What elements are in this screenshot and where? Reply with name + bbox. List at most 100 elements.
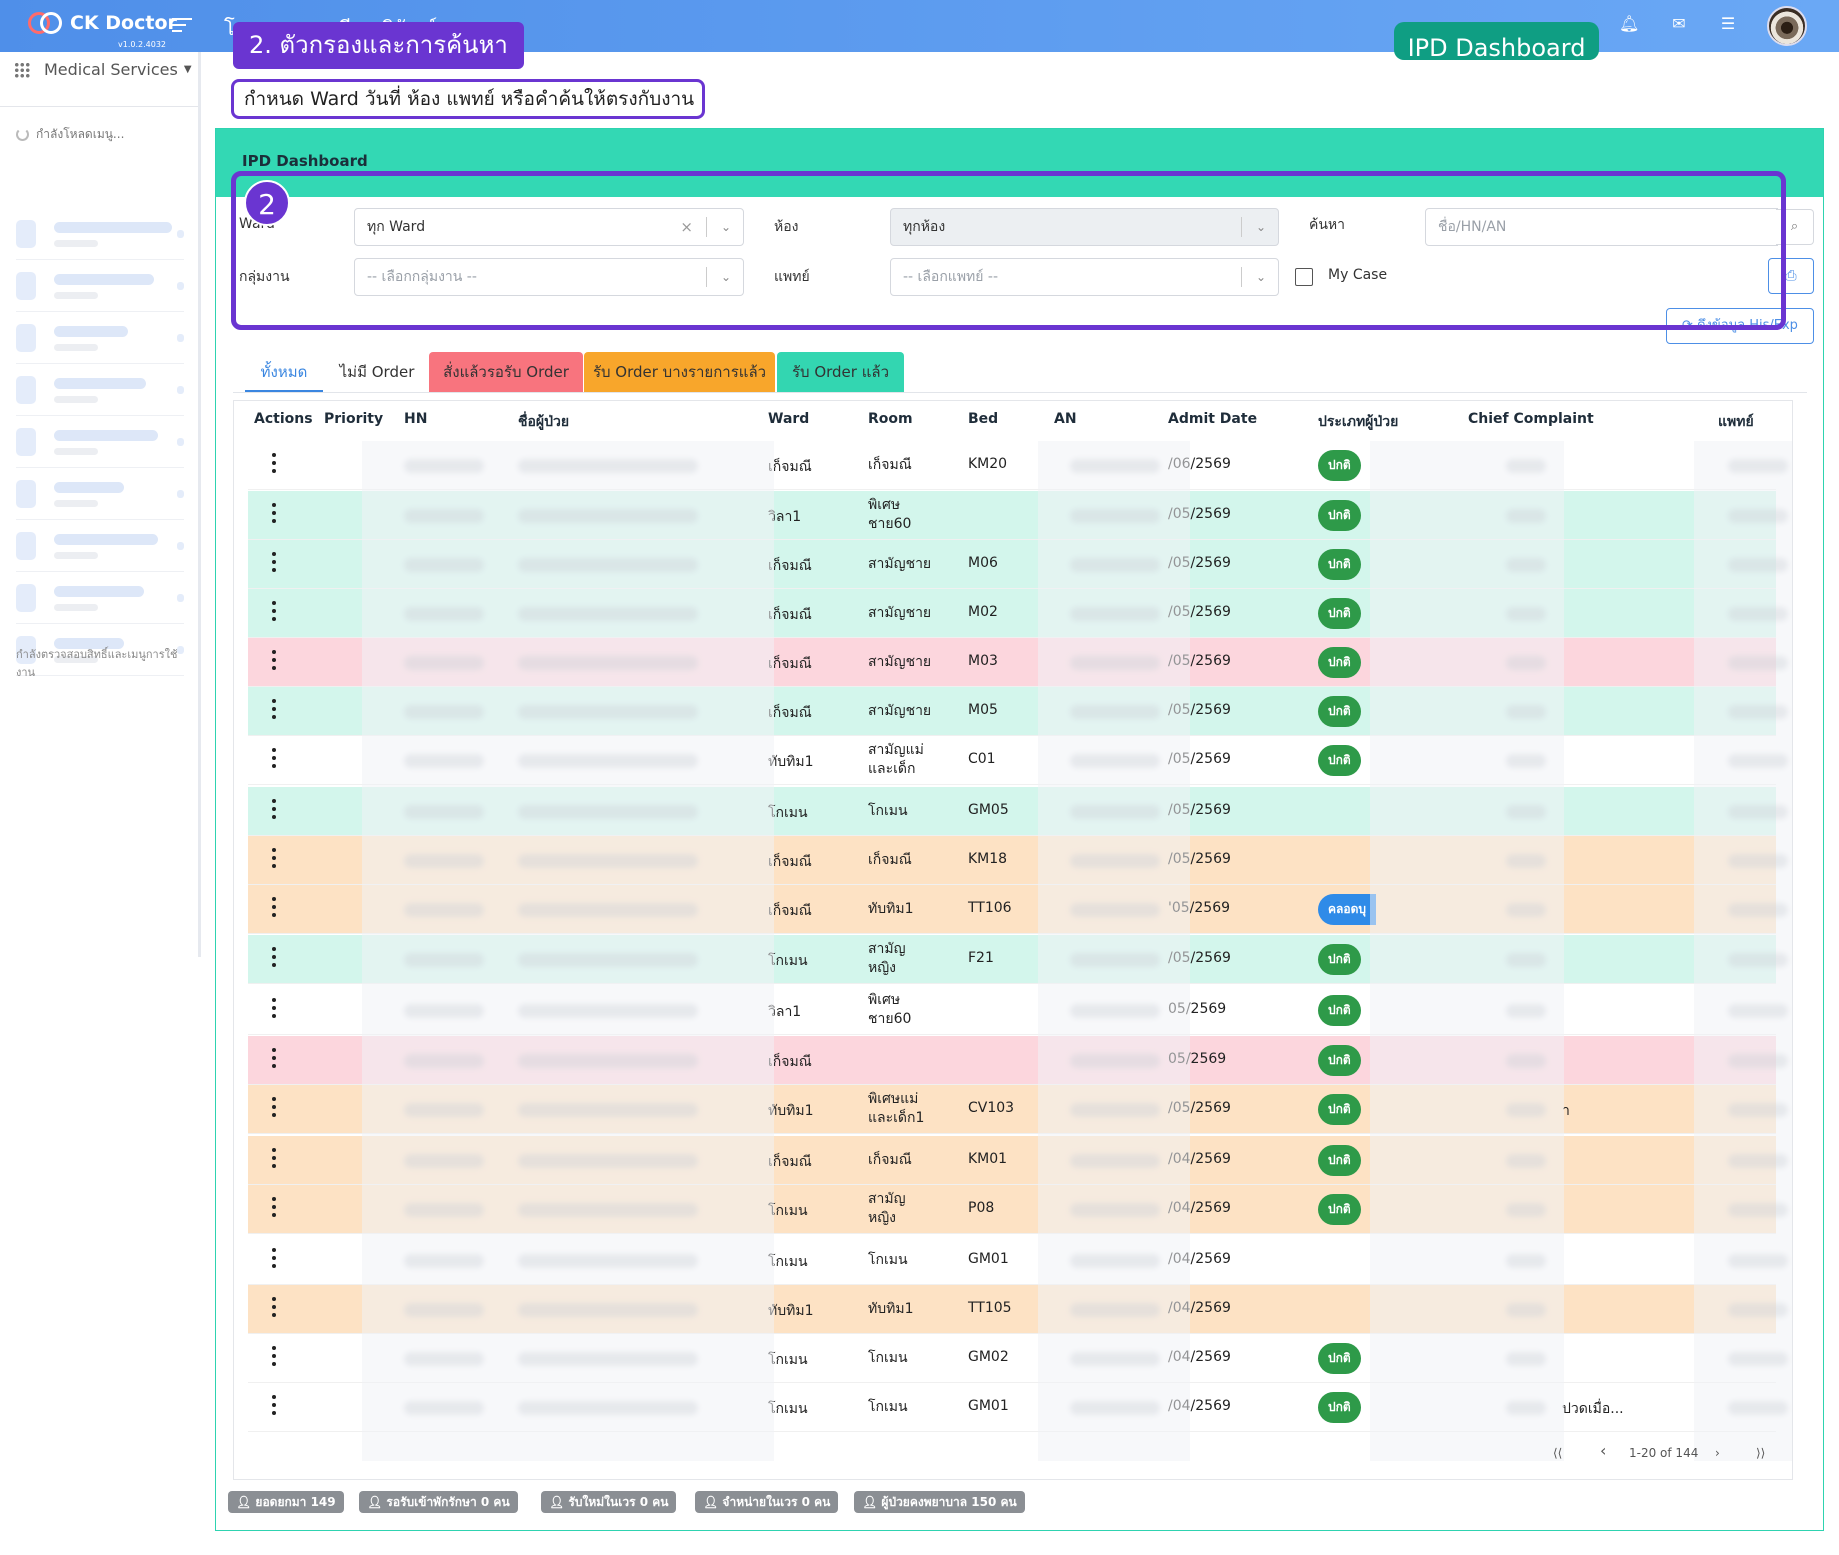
caret-down-icon: ▼: [183, 64, 192, 75]
skeleton-line: [54, 274, 154, 285]
search-label: ค้นหา: [1309, 217, 1346, 233]
ward-cell: เก็จมณี: [768, 656, 812, 672]
menu-skeleton-item: [16, 520, 184, 572]
more-actions-icon[interactable]: [272, 1395, 276, 1419]
doctor-select[interactable]: -- เลือกแพทย์ -- ⌄: [890, 258, 1279, 296]
more-actions-icon[interactable]: [272, 601, 276, 625]
tab-4[interactable]: รับ Order บางรายการแล้ว: [584, 352, 775, 392]
doctor-label: แพทย์: [774, 269, 810, 285]
status-chip-label: ผู้ป่วยคงพยาบาล 150 คน: [881, 1495, 1017, 1509]
ward-cell: ทับทิม1: [768, 1303, 814, 1319]
more-actions-icon[interactable]: [272, 1197, 276, 1221]
app-logo[interactable]: CK Doctor: [28, 12, 177, 34]
user-icon: 👤︎: [236, 1495, 256, 1509]
annotation-subtitle: กำหนด Ward วันที่ ห้อง แพทย์ หรือคำค้นให…: [231, 79, 705, 119]
chief-complaint-cell: ปวดเมื่อ...: [1562, 1401, 1624, 1417]
tab-3[interactable]: สั่งแล้วรอรับ Order: [429, 352, 583, 392]
user-avatar[interactable]: [1767, 6, 1807, 46]
chevron-down-icon: ⌄: [1255, 270, 1266, 284]
bell-icon[interactable]: 🔔︎: [1619, 14, 1640, 33]
more-actions-icon[interactable]: [272, 947, 276, 971]
more-actions-icon[interactable]: [272, 650, 276, 674]
user-icon: 👤︎: [549, 1495, 569, 1509]
more-actions-icon[interactable]: [272, 897, 276, 921]
bed-cell: GM02: [968, 1349, 1009, 1365]
user-icon: 👤︎: [862, 1495, 882, 1509]
search-input[interactable]: ชื่อ/HN/AN: [1425, 208, 1778, 246]
service-selector[interactable]: Medical Services ▼: [14, 60, 192, 79]
annotation-highlight-box: [231, 171, 1786, 330]
skeleton-line: [54, 448, 98, 455]
menu-skeleton-item: [16, 260, 184, 312]
ward-cell: โกเมน: [768, 953, 808, 969]
tab-1[interactable]: ทั้งหมด: [245, 352, 323, 392]
my-case-checkbox[interactable]: [1295, 268, 1313, 286]
more-actions-icon[interactable]: [272, 1048, 276, 1072]
status-chip: 👤︎ รอรับเข้าพักรักษา 0 คน: [359, 1491, 518, 1513]
skeleton-line: [54, 378, 146, 389]
bed-cell: P08: [968, 1200, 995, 1216]
checklist-icon[interactable]: ☰: [1720, 14, 1736, 33]
more-actions-icon[interactable]: [272, 748, 276, 772]
bed-cell: CV103: [968, 1100, 1015, 1116]
patient-type-badge: ปกติ: [1318, 696, 1361, 727]
column-header: HN: [404, 411, 428, 427]
more-actions-icon[interactable]: [272, 453, 276, 477]
menu-toggle-icon[interactable]: [172, 18, 192, 34]
ward-cell: เก็จมณี: [768, 607, 812, 623]
more-actions-icon[interactable]: [272, 1148, 276, 1172]
room-label: ห้อง: [774, 219, 799, 235]
skeleton-dot: [177, 386, 184, 394]
app-name: CK Doctor: [70, 12, 177, 34]
room-select[interactable]: ทุกห้อง ⌄: [890, 208, 1279, 246]
first-page-icon[interactable]: ⟨⟨: [1553, 1446, 1563, 1460]
my-case-label: My Case: [1328, 267, 1388, 283]
clear-icon[interactable]: ×: [680, 218, 693, 236]
chevron-down-icon: ⌄: [720, 220, 731, 234]
skeleton-line: [54, 344, 98, 351]
room-cell: สามัญชาย: [868, 605, 932, 621]
skeleton-line: [54, 222, 172, 233]
patient-type-badge: ปกติ: [1318, 995, 1361, 1026]
ward-cell: โกเมน: [768, 805, 808, 821]
more-actions-icon[interactable]: [272, 503, 276, 527]
skeleton-dot: [177, 646, 184, 654]
print-button[interactable]: ⎙: [1768, 258, 1814, 294]
room-cell: เก็จมณี: [868, 457, 912, 473]
patient-type-badge: ปกติ: [1318, 500, 1361, 531]
bed-cell: KM18: [968, 851, 1008, 867]
next-page-icon[interactable]: ›: [1715, 1446, 1720, 1460]
more-actions-icon[interactable]: [272, 848, 276, 872]
chevron-down-icon: ⌄: [720, 270, 731, 284]
more-actions-icon[interactable]: [272, 1346, 276, 1370]
group-select[interactable]: -- เลือกกลุ่มงาน -- ⌄: [354, 258, 744, 296]
skeleton-line: [54, 292, 98, 299]
more-actions-icon[interactable]: [272, 1248, 276, 1272]
tab-2[interactable]: ไม่มี Order: [339, 363, 415, 381]
bed-cell: M06: [968, 555, 998, 571]
tab-5[interactable]: รับ Order แล้ว: [777, 352, 904, 392]
prev-page-icon[interactable]: ‹: [1600, 1441, 1607, 1460]
patient-type-badge: ปกติ: [1318, 1094, 1361, 1125]
last-page-icon[interactable]: ⟩⟩: [1756, 1446, 1766, 1460]
privacy-blur-cc: [1370, 441, 1564, 1461]
privacy-blur-doctor: [1694, 441, 1792, 1461]
ward-select[interactable]: ทุก Ward × ⌄: [354, 208, 744, 246]
more-actions-icon[interactable]: [272, 1297, 276, 1321]
bed-cell: GM05: [968, 802, 1009, 818]
room-cell: สามัญ หญิง: [868, 941, 906, 976]
status-chip-label: จำหน่ายในเวร 0 คน: [722, 1495, 831, 1509]
menu-loading-text: กำลังโหลดเมนู...: [36, 127, 125, 141]
service-label: Medical Services: [44, 60, 178, 79]
skeleton-dot: [177, 490, 184, 498]
more-actions-icon[interactable]: [272, 552, 276, 576]
ward-cell: เก็จมณี: [768, 903, 812, 919]
ward-cell: เก็จมณี: [768, 705, 812, 721]
room-cell: สามัญ หญิง: [868, 1191, 906, 1226]
more-actions-icon[interactable]: [272, 1097, 276, 1121]
more-actions-icon[interactable]: [272, 998, 276, 1022]
mail-icon[interactable]: ✉: [1672, 14, 1686, 33]
more-actions-icon[interactable]: [272, 799, 276, 823]
more-actions-icon[interactable]: [272, 699, 276, 723]
printer-icon: ⎙: [1785, 268, 1797, 284]
